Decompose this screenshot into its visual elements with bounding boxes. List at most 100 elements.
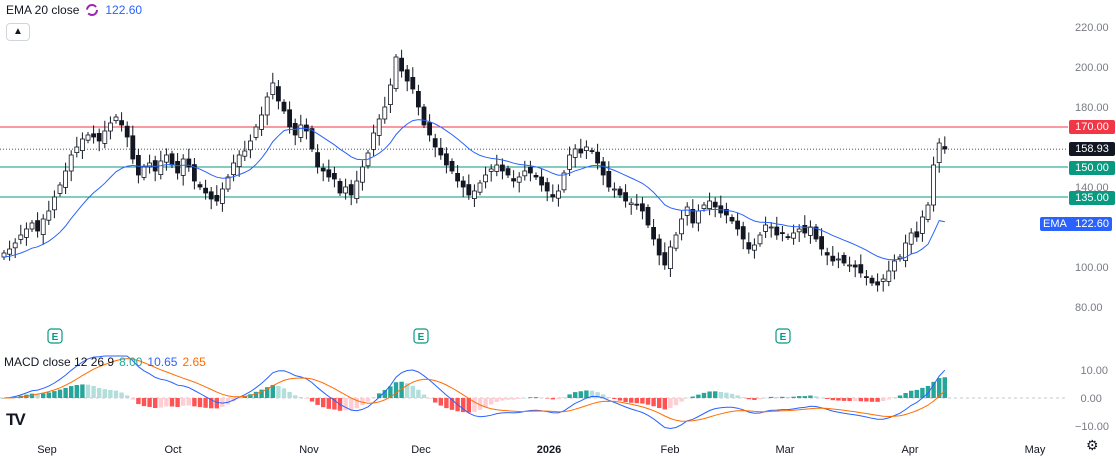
macd-histogram-bar bbox=[528, 397, 533, 398]
candle-body bbox=[85, 134, 91, 141]
macd-histogram-bar bbox=[690, 396, 695, 398]
x-tick-label: Sep bbox=[37, 444, 57, 456]
macd-histogram-bar bbox=[186, 398, 191, 406]
candle-body bbox=[208, 191, 214, 200]
candle-body bbox=[7, 248, 12, 255]
macd-histogram-bar bbox=[332, 398, 337, 410]
y-tick-label: 80.00 bbox=[1075, 302, 1103, 314]
ema-legend-name: EMA 20 close bbox=[6, 3, 80, 17]
candle-body bbox=[124, 125, 130, 138]
macd-histogram-bar bbox=[102, 389, 107, 398]
macd-hist-value: 8.00 bbox=[119, 355, 143, 369]
y-tick-label: 100.00 bbox=[1075, 262, 1109, 274]
support-tag-150: 150.00 bbox=[1069, 161, 1115, 175]
macd-histogram-bar bbox=[573, 392, 578, 398]
candle-body bbox=[875, 281, 880, 286]
macd-histogram-bar bbox=[35, 393, 40, 398]
macd-histogram-bar bbox=[158, 398, 163, 408]
macd-histogram-bar bbox=[685, 397, 690, 399]
macd-histogram-bar bbox=[830, 398, 835, 401]
macd-histogram-bar bbox=[909, 390, 914, 398]
x-tick-label: Feb bbox=[661, 444, 680, 456]
macd-histogram-bar bbox=[875, 398, 880, 402]
candle-body bbox=[516, 176, 522, 183]
y-tick-label: 180.00 bbox=[1075, 102, 1109, 114]
macd-line bbox=[3, 355, 946, 430]
macd-histogram-bar bbox=[651, 398, 656, 407]
macd-histogram-bar bbox=[853, 398, 858, 402]
macd-histogram-bar bbox=[410, 385, 415, 398]
candle-body bbox=[600, 161, 606, 176]
macd-histogram-bar bbox=[617, 398, 623, 401]
candle-body bbox=[707, 200, 712, 209]
candle-body bbox=[315, 152, 321, 168]
macd-histogram-bar bbox=[242, 396, 247, 398]
macd-histogram-bar bbox=[735, 395, 740, 398]
candle-body bbox=[684, 206, 690, 216]
macd-histogram-bar bbox=[640, 398, 645, 404]
macd-histogram-bar bbox=[645, 398, 651, 405]
macd-histogram-bar bbox=[388, 386, 393, 398]
macd-histogram-bar bbox=[399, 381, 404, 398]
macd-histogram-bar bbox=[494, 398, 499, 402]
candle-body bbox=[802, 224, 808, 234]
candle-body bbox=[864, 276, 869, 279]
candle-body bbox=[561, 172, 567, 191]
candle-body bbox=[690, 208, 696, 224]
candle-body bbox=[869, 277, 875, 284]
candle-body bbox=[679, 218, 684, 235]
macd-histogram-bar bbox=[315, 398, 320, 405]
candle-body bbox=[931, 164, 936, 206]
candle-body bbox=[511, 178, 517, 182]
candle-body bbox=[163, 154, 169, 163]
macd-histogram-bar bbox=[847, 398, 852, 402]
macd-histogram-bar bbox=[125, 395, 130, 398]
candle-body bbox=[606, 170, 612, 188]
chevron-up-icon[interactable]: ▲ bbox=[6, 23, 30, 41]
candle-body bbox=[91, 133, 96, 138]
candle-body bbox=[908, 232, 914, 245]
macd-tick-label: −10.00 bbox=[1075, 421, 1109, 433]
macd-histogram-bar bbox=[634, 398, 639, 404]
candle-body bbox=[415, 91, 421, 108]
macd-histogram-bar bbox=[819, 397, 824, 399]
macd-histogram-bar bbox=[881, 398, 886, 401]
candle-body bbox=[763, 224, 768, 232]
macd-histogram-bar bbox=[304, 398, 309, 399]
candle-body bbox=[376, 118, 382, 136]
candle-body bbox=[847, 264, 852, 267]
candle-body bbox=[617, 188, 623, 196]
macd-histogram-bar bbox=[91, 385, 96, 398]
swirl-icon[interactable] bbox=[85, 3, 99, 17]
macd-histogram-bar bbox=[785, 396, 791, 398]
candle-body bbox=[612, 188, 617, 191]
macd-histogram-bar bbox=[505, 398, 511, 400]
macd-histogram-bar bbox=[169, 398, 175, 407]
gear-icon[interactable]: ⚙ bbox=[1086, 437, 1099, 453]
candle-body bbox=[858, 264, 864, 274]
macd-histogram-bar bbox=[203, 398, 208, 408]
macd-histogram-bar bbox=[281, 388, 287, 398]
macd-histogram-bar bbox=[309, 398, 315, 402]
macd-histogram-bar bbox=[612, 398, 617, 399]
candle-body bbox=[449, 160, 455, 172]
macd-histogram-bar bbox=[371, 397, 376, 398]
candle-body bbox=[914, 231, 920, 238]
ema-badge: EMA 122.60 bbox=[1040, 217, 1112, 231]
candle-body bbox=[768, 226, 774, 229]
candle-body bbox=[886, 270, 892, 282]
macd-histogram-bar bbox=[937, 378, 942, 398]
macd-histogram-bar bbox=[836, 398, 841, 401]
candle-body bbox=[68, 154, 74, 172]
x-tick-label: Oct bbox=[164, 444, 181, 456]
candle-body bbox=[331, 172, 337, 180]
candle-body bbox=[572, 148, 578, 158]
macd-histogram-bar bbox=[662, 398, 667, 410]
macd-histogram-bar bbox=[567, 394, 572, 398]
candle-body bbox=[180, 158, 186, 176]
candle-body bbox=[880, 278, 886, 282]
candle-body bbox=[936, 142, 942, 164]
macd-histogram-bar bbox=[113, 390, 119, 398]
macd-histogram-bar bbox=[46, 392, 51, 398]
